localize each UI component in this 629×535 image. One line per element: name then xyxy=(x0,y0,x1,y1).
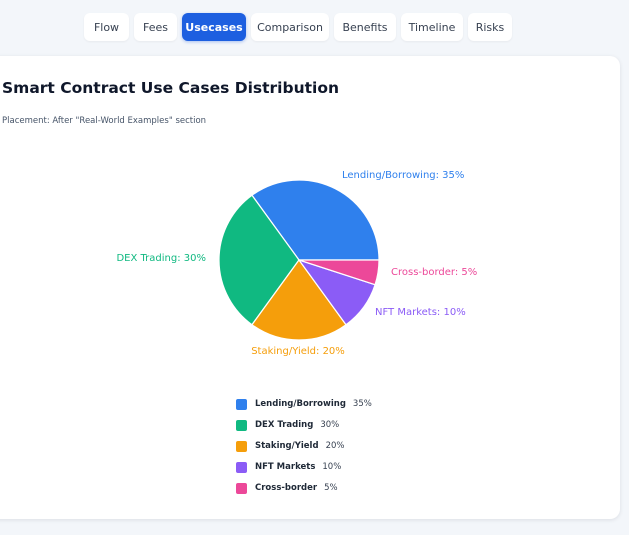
legend-item-cross-border[interactable]: Cross-border 5% xyxy=(236,482,372,494)
chart-legend: Lending/Borrowing 35% DEX Trading 30% St… xyxy=(236,398,372,494)
legend-item-lending[interactable]: Lending/Borrowing 35% xyxy=(236,398,372,410)
legend-value: 20% xyxy=(325,441,345,451)
legend-item-dex[interactable]: DEX Trading 30% xyxy=(236,419,372,431)
legend-label: DEX Trading xyxy=(255,420,314,430)
chart-subtitle: Placement: After "Real-World Examples" s… xyxy=(2,116,207,126)
tab-fees[interactable]: Fees xyxy=(134,13,177,41)
tab-timeline[interactable]: Timeline xyxy=(401,13,463,41)
legend-label: Staking/Yield xyxy=(255,441,319,451)
legend-value: 35% xyxy=(352,399,372,409)
legend-label: Cross-border xyxy=(255,483,318,493)
tab-risks[interactable]: Risks xyxy=(468,13,512,41)
tab-benefits[interactable]: Benefits xyxy=(334,13,396,41)
pie-slice-dex[interactable] xyxy=(218,194,300,326)
legend-label: Lending/Borrowing xyxy=(255,399,346,409)
slice-label-dex: DEX Trading: 30% xyxy=(116,253,206,264)
legend-item-nft[interactable]: NFT Markets 10% xyxy=(236,461,372,473)
tab-flow[interactable]: Flow xyxy=(84,13,129,41)
slice-label-cross-border: Cross-border: 5% xyxy=(391,267,477,278)
legend-value: 30% xyxy=(320,420,340,430)
legend-value: 5% xyxy=(324,483,338,493)
legend-swatch xyxy=(236,398,247,410)
tab-usecases[interactable]: Usecases xyxy=(182,13,246,41)
legend-swatch xyxy=(236,440,247,452)
pie-slice-lending[interactable] xyxy=(251,179,380,261)
legend-item-staking[interactable]: Staking/Yield 20% xyxy=(236,440,372,452)
legend-value: 10% xyxy=(322,462,342,472)
slice-label-lending: Lending/Borrowing: 35% xyxy=(342,170,464,181)
legend-swatch xyxy=(236,482,247,494)
tab-comparison[interactable]: Comparison xyxy=(251,13,329,41)
pie-slice-staking[interactable] xyxy=(251,258,347,341)
slice-label-nft: NFT Markets: 10% xyxy=(375,307,466,318)
chart-title: Smart Contract Use Cases Distribution xyxy=(2,79,340,97)
pie-slice-cross-border[interactable] xyxy=(298,259,380,286)
legend-swatch xyxy=(236,461,247,473)
tab-bar: Flow Fees Usecases Comparison Benefits T… xyxy=(84,13,512,41)
legend-swatch xyxy=(236,419,247,431)
legend-label: NFT Markets xyxy=(255,462,316,472)
slice-label-staking: Staking/Yield: 20% xyxy=(251,346,345,357)
